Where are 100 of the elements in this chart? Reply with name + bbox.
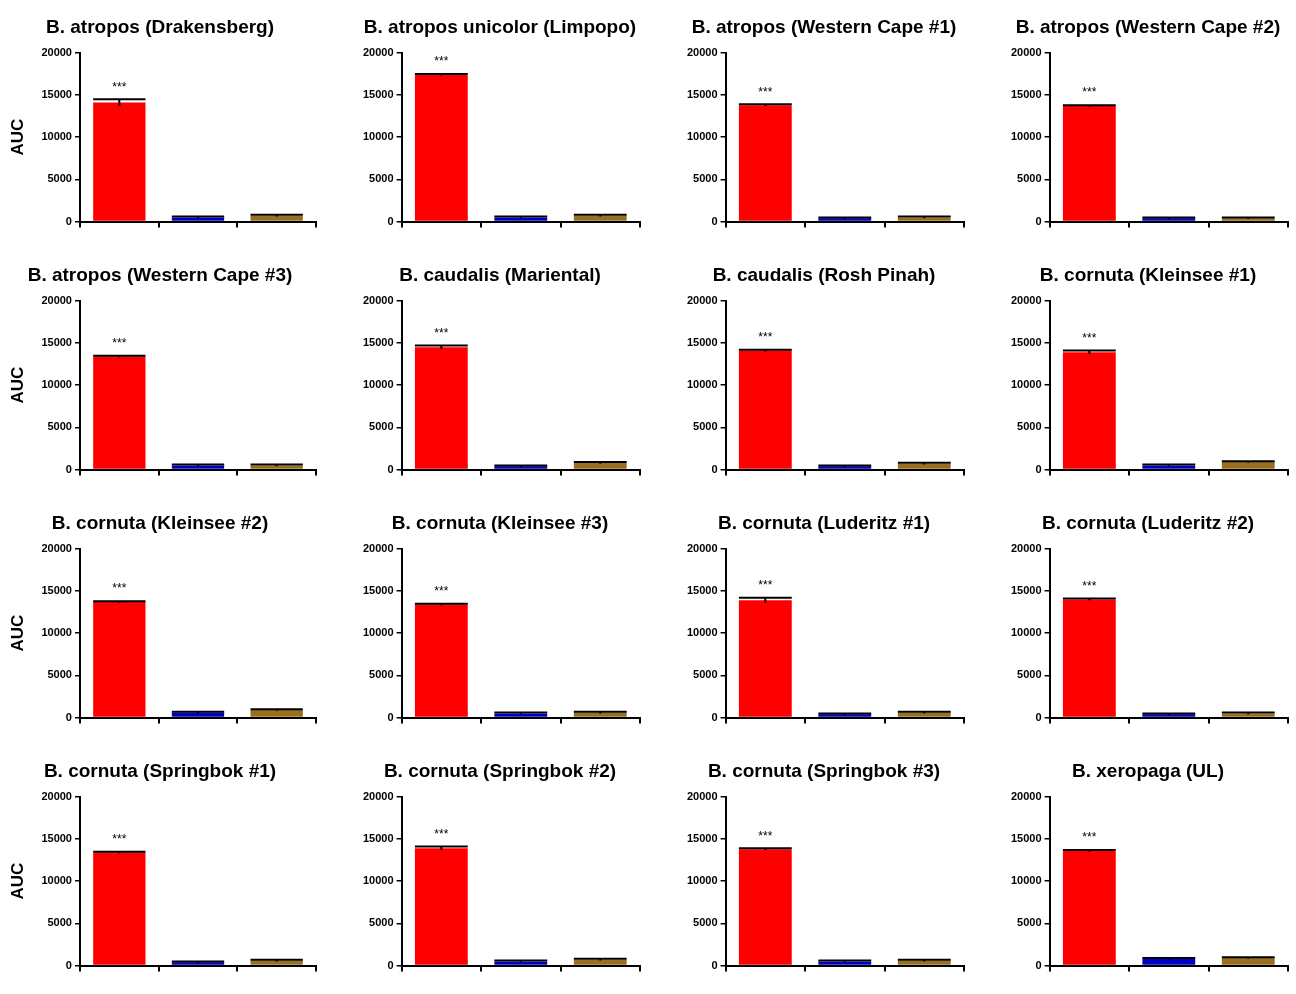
y-tick-label: 15000	[41, 336, 72, 349]
y-tick-label: 20000	[686, 789, 718, 802]
y-tick-label: 15000	[41, 832, 72, 845]
y-tick-label: 15000	[362, 832, 394, 845]
y-tick-label: 0	[711, 958, 718, 971]
y-tick-label: 0	[65, 214, 72, 227]
chart-title: B. cornuta (Luderitz #2)	[1041, 511, 1255, 533]
y-tick-label: 20000	[1010, 45, 1042, 58]
y-tick-label: 5000	[369, 916, 394, 929]
y-tick-label: 0	[711, 214, 718, 227]
annotation: ***	[1082, 85, 1097, 100]
bar	[1221, 958, 1275, 965]
y-tick-label: 10000	[1010, 874, 1042, 887]
bar	[1062, 850, 1116, 965]
y-tick-label: 20000	[1010, 293, 1042, 306]
y-tick-label: 15000	[362, 336, 394, 349]
bar	[93, 102, 146, 221]
y-axis-title: AUC	[7, 614, 27, 652]
y-axis-title: AUC	[7, 366, 27, 404]
y-axis-title: AUC	[7, 118, 27, 156]
bar	[1062, 599, 1116, 717]
y-tick-label: 5000	[47, 172, 72, 185]
chart-title: B. cornuta (Kleinsee #1)	[1039, 263, 1257, 285]
y-tick-label: 10000	[41, 378, 72, 391]
y-tick-label: 5000	[1017, 420, 1042, 433]
chart-title: B. atropos (Drakensberg)	[45, 15, 275, 37]
annotation: ***	[112, 581, 127, 596]
y-tick-label: 0	[387, 214, 394, 227]
y-tick-label: 20000	[686, 293, 718, 306]
chart-title: B. cornuta (Springbok #1)	[43, 759, 277, 781]
bar	[414, 74, 468, 221]
y-tick-label: 10000	[362, 626, 394, 639]
y-tick-label: 20000	[362, 293, 394, 306]
y-tick-label: 0	[65, 462, 72, 475]
chart-title: B. caudalis (Rosh Pinah)	[712, 263, 936, 285]
bar	[414, 848, 468, 965]
chart-title: B. xeropaga (UL)	[1071, 759, 1225, 781]
y-tick-label: 10000	[686, 626, 718, 639]
annotation: ***	[758, 330, 773, 345]
bar	[738, 105, 792, 221]
y-tick-label: 15000	[1010, 584, 1042, 597]
y-tick-label: 10000	[362, 130, 394, 143]
y-tick-label: 0	[711, 710, 718, 723]
y-tick-label: 10000	[1010, 130, 1042, 143]
chart-title: B. cornuta (Kleinsee #3)	[391, 511, 609, 533]
y-tick-label: 20000	[41, 293, 72, 306]
annotation: ***	[112, 79, 127, 94]
y-tick-label: 0	[711, 462, 718, 475]
y-tick-label: 15000	[686, 336, 718, 349]
chart-title: B. atropos (Western Cape #1)	[691, 15, 957, 37]
bar	[1142, 958, 1196, 965]
bar	[738, 849, 792, 965]
y-tick-label: 5000	[47, 916, 72, 929]
annotation: ***	[1082, 578, 1097, 593]
y-tick-label: 10000	[41, 874, 72, 887]
annotation: ***	[1082, 830, 1097, 845]
y-tick-label: 5000	[693, 420, 718, 433]
bar	[738, 350, 792, 469]
annotation: ***	[758, 578, 773, 593]
y-tick-label: 5000	[369, 420, 394, 433]
y-tick-label: 15000	[362, 584, 394, 597]
y-tick-label: 20000	[686, 541, 718, 554]
y-tick-label: 15000	[686, 584, 718, 597]
y-tick-label: 20000	[1010, 541, 1042, 554]
y-tick-label: 20000	[1010, 789, 1042, 802]
y-tick-label: 10000	[1010, 626, 1042, 639]
y-tick-label: 5000	[1017, 668, 1042, 681]
annotation: ***	[434, 826, 449, 841]
y-tick-label: 5000	[369, 172, 394, 185]
chart-title: B. atropos (Western Cape #2)	[1015, 15, 1281, 37]
y-axis-title: AUC	[7, 862, 27, 900]
y-tick-label: 10000	[41, 626, 72, 639]
y-tick-label: 5000	[1017, 916, 1042, 929]
y-tick-label: 10000	[362, 874, 394, 887]
y-tick-label: 5000	[47, 420, 72, 433]
y-tick-label: 15000	[686, 832, 718, 845]
y-tick-label: 15000	[41, 88, 72, 101]
y-tick-label: 10000	[686, 130, 718, 143]
bar	[93, 601, 146, 717]
y-tick-label: 0	[387, 958, 394, 971]
bar	[250, 710, 303, 717]
y-tick-label: 0	[65, 958, 72, 971]
y-tick-label: 20000	[41, 789, 72, 802]
y-tick-label: 15000	[1010, 88, 1042, 101]
y-tick-label: 0	[1035, 958, 1042, 971]
y-tick-label: 5000	[369, 668, 394, 681]
y-tick-label: 20000	[362, 789, 394, 802]
chart-title: B. atropos (Western Cape #3)	[27, 263, 293, 285]
bar	[738, 600, 792, 717]
chart-title: B. cornuta (Springbok #2)	[383, 759, 617, 781]
y-tick-label: 5000	[693, 916, 718, 929]
y-tick-label: 5000	[1017, 172, 1042, 185]
bar	[1062, 352, 1116, 469]
y-tick-label: 5000	[693, 172, 718, 185]
y-tick-label: 20000	[41, 45, 72, 58]
annotation: ***	[758, 84, 773, 99]
y-tick-label: 10000	[362, 378, 394, 391]
y-tick-label: 15000	[41, 584, 72, 597]
y-tick-label: 5000	[47, 668, 72, 681]
bar	[414, 604, 468, 717]
